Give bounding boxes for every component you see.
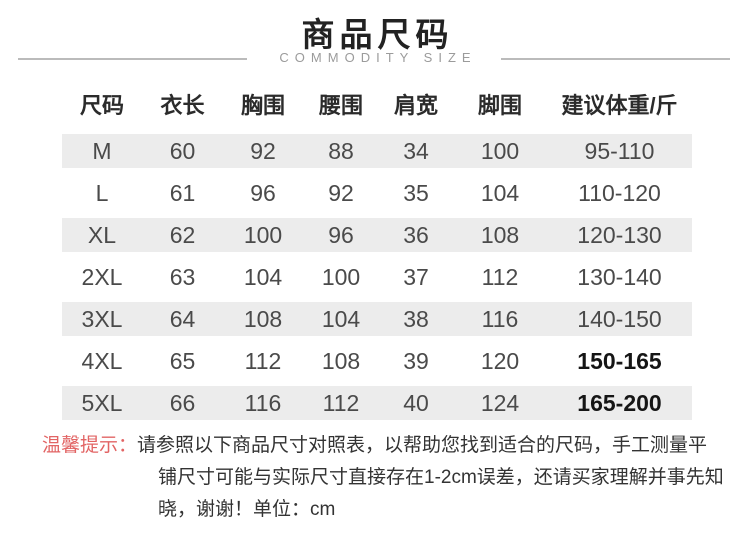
table-cell-weight-bold: 150-165 [577, 347, 662, 374]
table-cell: 108 [321, 347, 361, 374]
table-cell: 100 [480, 137, 520, 164]
table-header-row: 尺码 衣长 胸围 腰围 肩宽 脚围 建议体重/斤 [62, 84, 692, 124]
column-header-shoulder: 肩宽 [393, 93, 438, 118]
column-header-chest: 胸围 [240, 93, 285, 118]
table-row-m: M 60 92 88 34 100 95-110 [62, 130, 692, 172]
divider-right [501, 58, 730, 60]
table-cell: 112 [322, 389, 360, 416]
table-row-2xl: 2XL 63 104 100 37 112 130-140 [62, 256, 692, 298]
table-cell: 92 [328, 179, 354, 206]
table-cell: 96 [250, 179, 276, 206]
table-cell: L [95, 179, 109, 206]
table-cell: 116 [244, 389, 282, 416]
table-cell: 40 [403, 389, 429, 416]
divider-left [18, 58, 247, 60]
table-cell: 4XL [81, 347, 123, 374]
table-cell: 120 [480, 347, 520, 374]
table-cell: 35 [403, 179, 429, 206]
table-cell: 36 [403, 221, 429, 248]
table-cell: 64 [169, 305, 196, 332]
table-row-5xl: 5XL 66 116 112 40 124 165-200 [62, 382, 692, 424]
table-cell: 65 [169, 347, 196, 374]
reminder-line-2: 铺尺寸可能与实际尺寸直接存在1-2cm误差，还请买家理解并事先知 [158, 467, 724, 488]
table-cell: 112 [244, 347, 282, 374]
table-cell: 61 [169, 179, 196, 206]
table-cell: 37 [403, 263, 429, 290]
table-cell: 60 [169, 137, 196, 164]
column-header-weight: 建议体重/斤 [561, 93, 678, 118]
table-row-xl: XL 62 100 96 36 108 120-130 [62, 214, 692, 256]
table-row-l: L 61 96 92 35 104 110-120 [62, 172, 692, 214]
table-cell: 124 [480, 389, 520, 416]
table-cell: 120-130 [577, 221, 662, 248]
table-cell: 100 [321, 263, 361, 290]
column-header-size: 尺码 [79, 93, 124, 118]
column-header-waist: 腰围 [318, 93, 363, 118]
table-cell: 100 [243, 221, 283, 248]
table-cell: 66 [169, 389, 196, 416]
table-cell: 130-140 [577, 263, 662, 290]
table-cell: 34 [403, 137, 429, 164]
column-header-length: 衣长 [160, 93, 205, 118]
table-cell: 38 [403, 305, 429, 332]
table-cell: 110-120 [578, 179, 661, 206]
table-cell: 62 [169, 221, 196, 248]
table-cell: 104 [243, 263, 283, 290]
table-row-3xl: 3XL 64 108 104 38 116 140-150 [62, 298, 692, 340]
page-title: 商品尺码 [301, 16, 454, 53]
table-cell: 140-150 [577, 305, 662, 332]
table-cell: 3XL [81, 305, 123, 332]
table-row-4xl: 4XL 65 112 108 39 120 150-165 [62, 340, 692, 382]
table-cell: 95-110 [584, 137, 655, 164]
table-cell: 39 [403, 347, 429, 374]
reminder-line-3: 晓，谢谢！单位：cm [158, 499, 336, 520]
table-cell: 2XL [81, 263, 123, 290]
reminder-note: 温馨提示：请参照以下商品尺寸对照表，以帮助您找到适合的尺码，手工测量平 铺尺寸可… [42, 430, 732, 526]
reminder-label: 温馨提示： [42, 435, 138, 456]
table-cell: XL [87, 221, 117, 248]
reminder-line-1: 请参照以下商品尺寸对照表，以帮助您找到适合的尺码，手工测量平 [137, 435, 708, 456]
table-cell: 112 [481, 263, 519, 290]
table-cell: 108 [480, 221, 520, 248]
table-cell: M [92, 137, 112, 164]
table-cell-weight-bold: 165-200 [577, 389, 662, 416]
table-cell: 5XL [81, 389, 123, 416]
table-cell: 116 [481, 305, 519, 332]
table-cell: 104 [321, 305, 361, 332]
size-table: 尺码 衣长 胸围 腰围 肩宽 脚围 建议体重/斤 M 60 92 88 34 1… [62, 84, 692, 424]
table-cell: 92 [250, 137, 276, 164]
table-cell: 108 [243, 305, 283, 332]
table-cell: 63 [169, 263, 196, 290]
table-cell: 88 [328, 137, 354, 164]
page-subtitle: COMMODITY SIZE [279, 50, 477, 65]
table-cell: 104 [480, 179, 520, 206]
column-header-leg: 脚围 [477, 93, 522, 118]
table-cell: 96 [328, 221, 354, 248]
